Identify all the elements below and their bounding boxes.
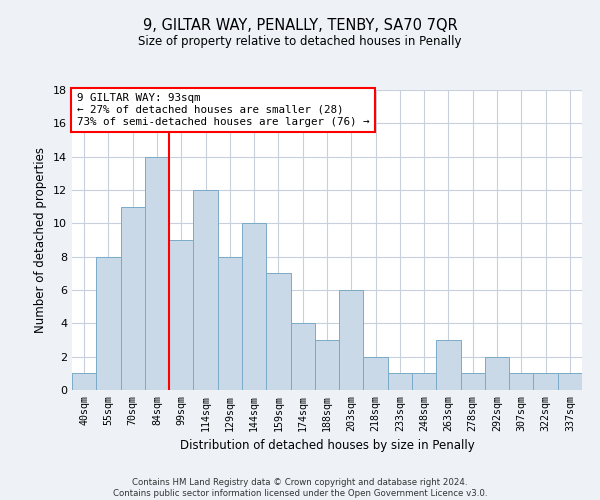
Bar [412,374,436,390]
Bar [485,356,509,390]
Bar [509,374,533,390]
Text: Contains HM Land Registry data © Crown copyright and database right 2024.
Contai: Contains HM Land Registry data © Crown c… [113,478,487,498]
Text: 9 GILTAR WAY: 93sqm
← 27% of detached houses are smaller (28)
73% of semi-detach: 9 GILTAR WAY: 93sqm ← 27% of detached ho… [77,94,370,126]
Bar [72,374,96,390]
Bar [242,224,266,390]
Bar [193,190,218,390]
Bar [315,340,339,390]
Bar [266,274,290,390]
Bar [461,374,485,390]
Text: 9, GILTAR WAY, PENALLY, TENBY, SA70 7QR: 9, GILTAR WAY, PENALLY, TENBY, SA70 7QR [143,18,457,32]
Text: Size of property relative to detached houses in Penally: Size of property relative to detached ho… [138,35,462,48]
Bar [364,356,388,390]
Bar [558,374,582,390]
Bar [96,256,121,390]
Bar [290,324,315,390]
Bar [121,206,145,390]
Y-axis label: Number of detached properties: Number of detached properties [34,147,47,333]
Bar [169,240,193,390]
Bar [388,374,412,390]
Bar [145,156,169,390]
Bar [218,256,242,390]
Bar [436,340,461,390]
Bar [533,374,558,390]
Bar [339,290,364,390]
X-axis label: Distribution of detached houses by size in Penally: Distribution of detached houses by size … [179,439,475,452]
